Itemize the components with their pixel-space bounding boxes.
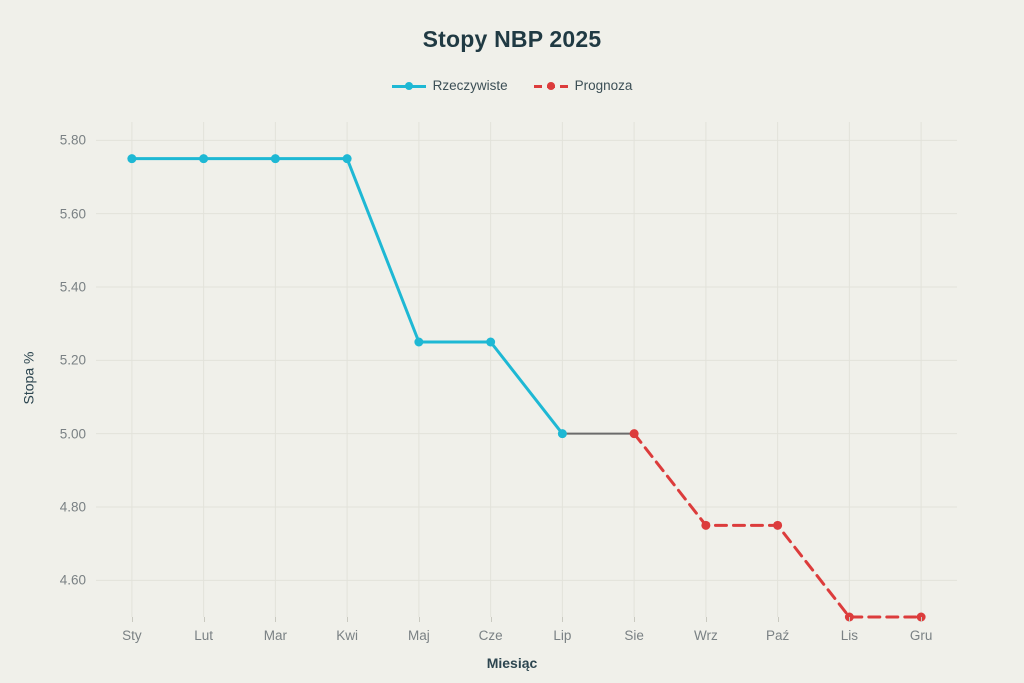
x-tick-label: Kwi (336, 628, 358, 643)
y-tick-label: 5.40 (59, 279, 86, 295)
x-tick-label: Gru (909, 628, 933, 643)
x-tick-mark (705, 617, 707, 622)
legend-item-actual[interactable]: Rzeczywiste (391, 78, 508, 93)
legend-label-forecast: Prognoza (574, 78, 633, 93)
y-tick-label: 4.80 (59, 499, 86, 515)
x-tick-label: Cze (478, 628, 503, 643)
y-tick-label: 4.60 (59, 572, 86, 588)
y-tick-label: 5.60 (59, 206, 86, 222)
chart-gridlines (96, 122, 957, 617)
chart-legend: Rzeczywiste Prognoza (0, 78, 1024, 93)
x-axis-title: Miesiąc (486, 655, 538, 671)
x-tick-mark (203, 617, 205, 622)
x-tick-mark (347, 617, 349, 622)
x-tick-mark (490, 617, 492, 622)
plot-area (96, 122, 957, 622)
x-tick-label: Mar (263, 628, 287, 643)
legend-item-forecast[interactable]: Prognoza (533, 78, 633, 93)
x-tick-label: Sie (624, 628, 644, 643)
x-tick-label: Sty (122, 628, 142, 643)
legend-label-actual: Rzeczywiste (432, 78, 508, 93)
legend-swatch-actual-icon (391, 79, 426, 93)
chart-series-layer (127, 154, 926, 622)
x-tick-mark (418, 617, 420, 622)
x-tick-label: Lis (840, 628, 858, 643)
x-tick-mark (777, 617, 779, 622)
x-tick-label: Wrz (694, 628, 718, 643)
x-tick-mark (849, 617, 851, 622)
x-tick-label: Maj (407, 628, 430, 643)
x-tick-label: Lut (194, 628, 214, 643)
x-tick-label: Lip (553, 628, 572, 643)
x-tick-label: Paź (765, 628, 790, 643)
x-tick-mark (131, 617, 133, 622)
y-tick-label: 5.80 (59, 132, 86, 148)
chart-title: Stopy NBP 2025 (422, 26, 602, 52)
x-tick-mark (634, 617, 636, 622)
legend-swatch-forecast-icon (533, 79, 568, 93)
x-tick-mark (562, 617, 564, 622)
y-tick-label: 5.00 (59, 426, 86, 442)
y-tick-label: 5.20 (59, 352, 86, 368)
x-tick-mark (275, 617, 277, 622)
x-tick-mark (921, 617, 923, 622)
